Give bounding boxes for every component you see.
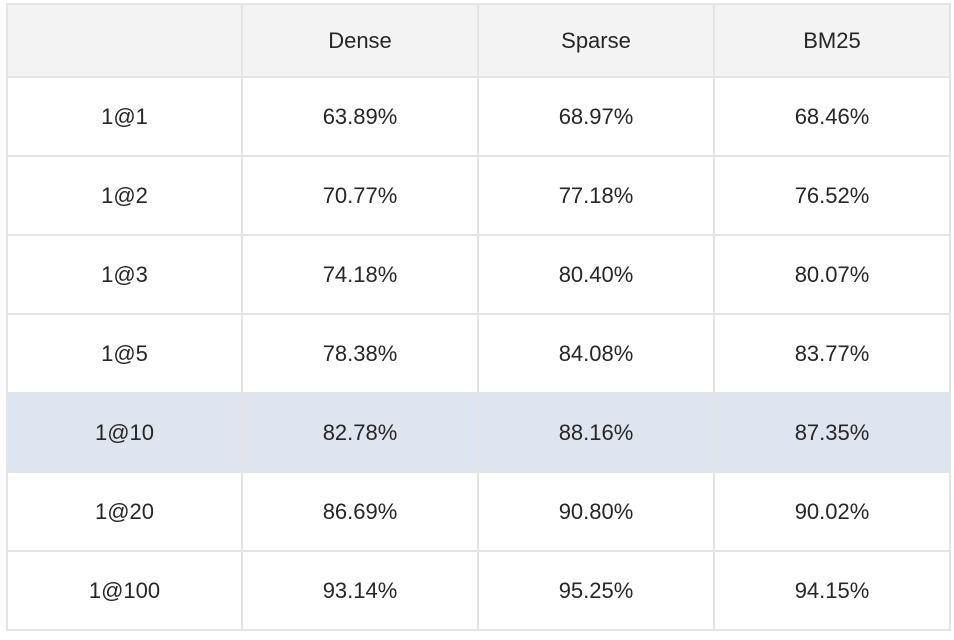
row-label: 1@10 [6, 392, 243, 473]
row-label: 1@5 [6, 313, 243, 394]
table-row: 1@2 70.77% 77.18% 76.52% [6, 155, 951, 236]
sparse-value: 84.08% [477, 313, 715, 394]
dense-value: 82.78% [241, 392, 479, 473]
sparse-value: 88.16% [477, 392, 715, 473]
header-cell-bm25: BM25 [713, 3, 951, 78]
dense-value: 70.77% [241, 155, 479, 236]
bm25-value: 76.52% [713, 155, 951, 236]
dense-value: 63.89% [241, 76, 479, 157]
table-row: 1@20 86.69% 90.80% 90.02% [6, 471, 951, 552]
sparse-value: 90.80% [477, 471, 715, 552]
bm25-value: 83.77% [713, 313, 951, 394]
bm25-value: 90.02% [713, 471, 951, 552]
row-label: 1@1 [6, 76, 243, 157]
table-row-highlighted: 1@10 82.78% 88.16% 87.35% [6, 392, 951, 473]
row-label: 1@100 [6, 550, 243, 631]
header-cell-dense: Dense [241, 3, 479, 78]
sparse-value: 68.97% [477, 76, 715, 157]
header-row: Dense Sparse BM25 [6, 3, 951, 78]
bm25-value: 94.15% [713, 550, 951, 631]
sparse-value: 95.25% [477, 550, 715, 631]
sparse-value: 80.40% [477, 234, 715, 315]
row-label: 1@20 [6, 471, 243, 552]
row-label: 1@3 [6, 234, 243, 315]
sparse-value: 77.18% [477, 155, 715, 236]
bm25-value: 87.35% [713, 392, 951, 473]
table-row: 1@1 63.89% 68.97% 68.46% [6, 76, 951, 157]
dense-value: 93.14% [241, 550, 479, 631]
bm25-value: 80.07% [713, 234, 951, 315]
table-row: 1@3 74.18% 80.40% 80.07% [6, 234, 951, 315]
header-cell-metric [6, 3, 243, 78]
dense-value: 74.18% [241, 234, 479, 315]
dense-value: 86.69% [241, 471, 479, 552]
table-row: 1@100 93.14% 95.25% 94.15% [6, 550, 951, 631]
row-label: 1@2 [6, 155, 243, 236]
results-table: Dense Sparse BM25 1@1 63.89% 68.97% 68.4… [6, 3, 951, 631]
bm25-value: 68.46% [713, 76, 951, 157]
table-body: 1@1 63.89% 68.97% 68.46% 1@2 70.77% 77.1… [6, 76, 951, 631]
table-header: Dense Sparse BM25 [6, 3, 951, 78]
table-row: 1@5 78.38% 84.08% 83.77% [6, 313, 951, 394]
header-cell-sparse: Sparse [477, 3, 715, 78]
dense-value: 78.38% [241, 313, 479, 394]
